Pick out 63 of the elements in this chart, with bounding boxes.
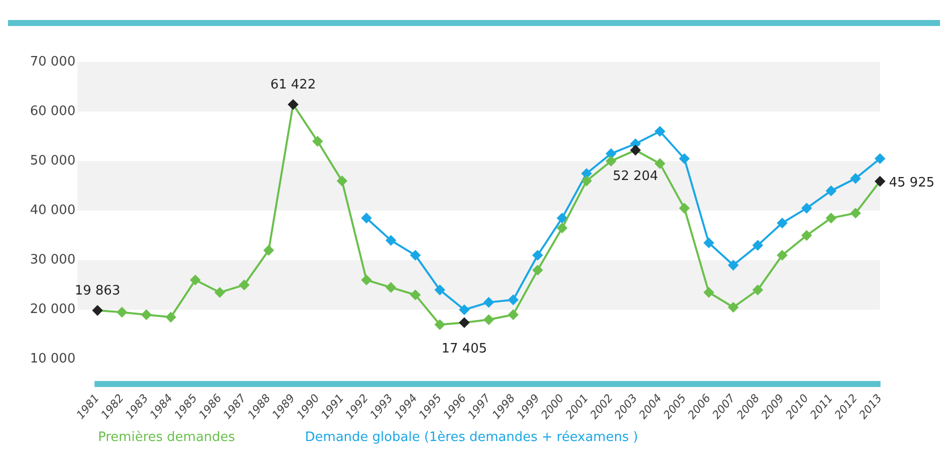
point xyxy=(582,176,592,186)
point xyxy=(239,280,250,290)
point xyxy=(606,156,616,166)
data-label: 17 405 xyxy=(442,342,488,357)
point xyxy=(508,310,518,320)
point xyxy=(704,238,714,248)
point xyxy=(582,168,592,178)
point xyxy=(484,314,494,325)
point xyxy=(654,126,665,136)
point xyxy=(410,290,420,300)
point xyxy=(361,213,372,224)
point xyxy=(802,230,812,240)
point xyxy=(484,297,494,308)
y-tick-label: 50 000 xyxy=(30,153,76,168)
point xyxy=(850,173,861,184)
point xyxy=(875,154,885,164)
data-label: 61 422 xyxy=(270,78,316,93)
point xyxy=(214,287,225,298)
text: Premières demandes xyxy=(98,430,236,445)
point xyxy=(752,240,763,250)
point xyxy=(752,284,763,295)
point xyxy=(532,265,543,276)
point xyxy=(654,158,665,169)
point xyxy=(826,186,836,196)
data-label: 19 863 xyxy=(74,283,120,298)
point xyxy=(826,213,836,224)
point xyxy=(434,320,445,330)
point xyxy=(728,260,738,270)
y-tick-label: 70 000 xyxy=(30,54,76,70)
text: Demande globale (1ères demandes + réexamens ) xyxy=(305,430,638,445)
point xyxy=(606,148,616,159)
point xyxy=(777,250,788,260)
y-tick-label: 40 000 xyxy=(30,203,76,218)
point xyxy=(166,312,176,322)
point xyxy=(728,302,738,312)
point xyxy=(557,213,568,224)
y-tick-label: 20 000 xyxy=(30,302,76,318)
point xyxy=(386,235,396,246)
point xyxy=(679,154,690,164)
data-label: 45 925 xyxy=(889,175,934,190)
y-tick-label: 30 000 xyxy=(30,252,76,268)
point xyxy=(459,304,470,315)
point xyxy=(361,275,372,286)
data-label: 52 204 xyxy=(612,169,658,184)
point xyxy=(777,218,788,228)
point xyxy=(264,245,274,256)
point xyxy=(410,250,420,260)
y-tick-label: 10 000 xyxy=(30,352,76,367)
point xyxy=(704,287,714,298)
point xyxy=(190,275,200,286)
point xyxy=(802,203,812,214)
point xyxy=(557,222,568,233)
point xyxy=(532,250,543,260)
y-tick-label: 60 000 xyxy=(30,104,76,119)
point xyxy=(850,208,861,218)
point xyxy=(679,203,690,214)
point xyxy=(141,310,152,320)
point xyxy=(312,136,323,146)
point xyxy=(386,282,396,292)
point xyxy=(116,307,127,318)
point xyxy=(337,176,348,186)
point xyxy=(508,294,518,305)
point xyxy=(434,284,445,295)
